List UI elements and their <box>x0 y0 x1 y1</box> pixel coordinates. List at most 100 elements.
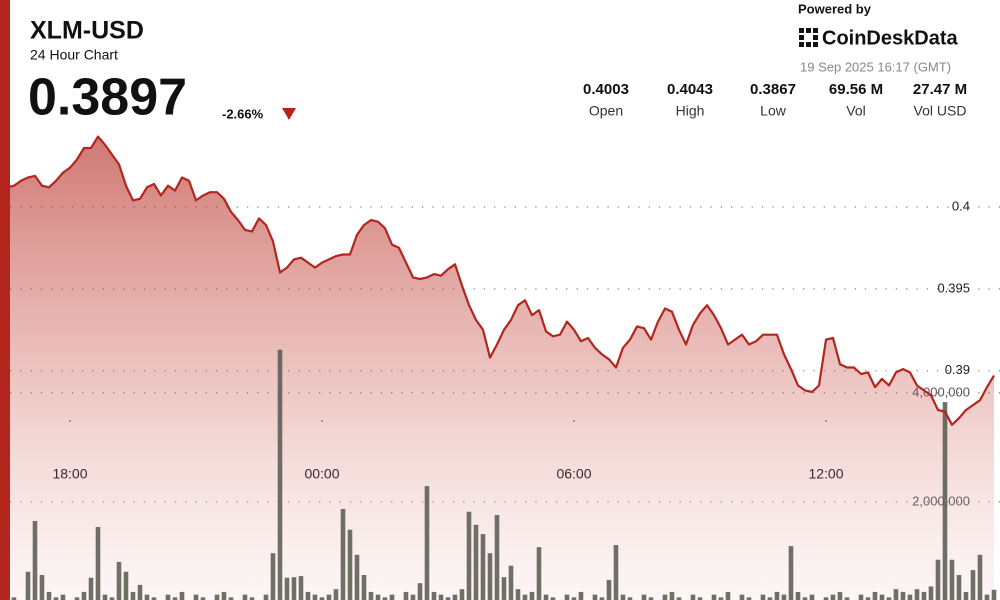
volume-bar <box>179 591 185 600</box>
volume-bar <box>459 589 465 600</box>
volume-bar <box>403 591 409 600</box>
volume-bar <box>25 571 31 600</box>
volume-bar <box>137 584 143 600</box>
volume-bar <box>550 597 556 600</box>
volume-bar <box>648 597 654 600</box>
timestamp: 19 Sep 2025 16:17 (GMT) <box>800 59 951 74</box>
volume-bar <box>837 591 843 600</box>
volume-bar <box>81 591 87 600</box>
volume-bar <box>298 576 304 600</box>
price-area <box>7 136 994 600</box>
volume-bar <box>221 591 227 600</box>
volume-bar <box>760 594 766 600</box>
volume-bar <box>466 511 472 600</box>
volume-bar <box>144 594 150 600</box>
volume-bar <box>830 594 836 600</box>
volume-bar <box>312 594 318 600</box>
volume-bar <box>802 597 808 600</box>
volume-bar <box>599 597 605 600</box>
volume-bar <box>88 577 94 600</box>
volume-bar <box>102 594 108 600</box>
volume-bar <box>900 591 906 600</box>
volume-bar <box>347 529 353 600</box>
stat-value: 0.4043 <box>667 81 713 98</box>
volume-bar <box>697 597 703 600</box>
volume-bar <box>886 597 892 600</box>
volume-bar <box>879 594 885 600</box>
accent-stripe <box>0 0 10 600</box>
price-line <box>6 135 995 426</box>
volume-bar <box>270 553 276 600</box>
volume-bar <box>914 589 920 600</box>
volume-bar <box>333 589 339 600</box>
volume-bar <box>571 597 577 600</box>
volume-bar <box>774 591 780 600</box>
stat-label: Open <box>589 103 623 119</box>
stats: 0.4003 Open 0.4043 High 0.3867 Low 69.56 M Vol 2… <box>583 81 967 119</box>
volume-bar <box>473 524 479 600</box>
change: -2.66% <box>222 106 264 121</box>
volume-bar <box>662 594 668 600</box>
plot-area: 0.390.3950.42,000,0004,000,00018:0000:00… <box>4 135 1000 600</box>
volume-bar <box>242 594 248 600</box>
volume-bar <box>340 509 346 600</box>
volume-bar <box>284 577 290 600</box>
volume-bar <box>676 597 682 600</box>
volume-bar <box>767 597 773 600</box>
volume-bar <box>515 589 521 600</box>
volume-bar <box>193 594 199 600</box>
volume-bar <box>711 594 717 600</box>
volume-bar <box>942 402 948 600</box>
volume-bar <box>354 554 360 600</box>
volume-bar <box>809 594 815 600</box>
y-tick-label: 0.395 <box>937 280 970 295</box>
volume-bar <box>795 591 801 600</box>
volume-bar <box>592 594 598 600</box>
volume-bar <box>424 486 430 600</box>
volume-bar <box>494 515 500 600</box>
volume-bar <box>438 594 444 600</box>
volume-bar <box>172 597 178 600</box>
volume-bar <box>536 547 542 600</box>
volume-bar <box>865 597 871 600</box>
volume-bar <box>823 597 829 600</box>
volume-bar <box>858 594 864 600</box>
volume-bar <box>613 545 619 600</box>
volume-bar <box>781 594 787 600</box>
volume-bar <box>529 591 535 600</box>
volume-bar <box>11 597 17 600</box>
title: XLM-USD <box>30 17 144 45</box>
stat-label: Low <box>760 103 787 119</box>
volume-bar <box>977 554 983 600</box>
subtitle: 24 Hour Chart <box>30 47 118 63</box>
volume-bar <box>32 521 38 600</box>
down-arrow <box>282 108 296 120</box>
stat-label: High <box>676 103 705 119</box>
volume-bar <box>669 591 675 600</box>
volume-bar <box>956 575 962 600</box>
volume-bar <box>130 591 136 600</box>
volume-bar <box>991 589 997 600</box>
volume-bar <box>970 570 976 600</box>
volume-bar <box>200 597 206 600</box>
volume-bar <box>46 591 52 600</box>
stat-value: 27.47 M <box>913 81 967 98</box>
volume-bar <box>480 534 486 600</box>
volume-bar <box>74 597 80 600</box>
volume-bar <box>445 597 451 600</box>
price: 0.3897 <box>28 69 187 127</box>
volume-bar <box>291 577 297 600</box>
volume-bar <box>620 594 626 600</box>
volume-bar <box>641 594 647 600</box>
volume-bar <box>39 575 45 600</box>
volume-bar <box>116 561 122 600</box>
volume-bar <box>928 586 934 600</box>
volume-bar <box>53 597 59 600</box>
y-tick-label: 0.39 <box>945 362 970 377</box>
volume-bar <box>949 559 955 600</box>
volume-bar <box>151 597 157 600</box>
volume-bar <box>410 594 416 600</box>
brand: CoinDeskData <box>822 27 958 49</box>
volume-bar <box>501 577 507 600</box>
